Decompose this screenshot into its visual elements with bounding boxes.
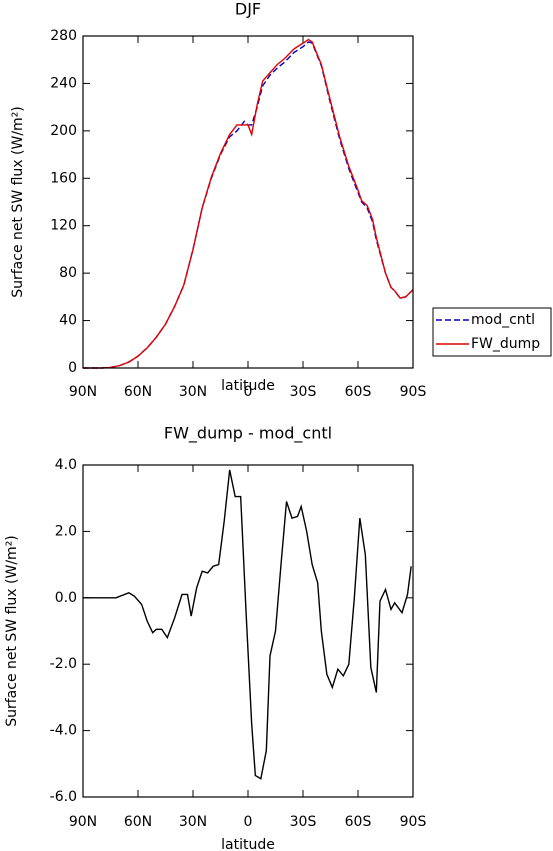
y-axis-label: Surface net SW flux (W/m²) xyxy=(4,535,20,727)
x-tick-label: 60S xyxy=(345,814,372,830)
y-tick-label: 240 xyxy=(50,75,77,91)
legend-label: mod_cntl xyxy=(471,312,535,328)
x-tick-label: 60N xyxy=(124,814,152,830)
y-tick-label: 4.0 xyxy=(55,457,77,473)
x-tick-label: 60N xyxy=(124,384,152,400)
y-axis-label: Surface net SW flux (W/m²) xyxy=(10,106,26,298)
plot-frame xyxy=(82,35,414,369)
x-tick-label: 60S xyxy=(345,384,372,400)
y-tick-label: 40 xyxy=(59,313,77,329)
x-tick-label: 30N xyxy=(179,384,207,400)
x-tick-label: 90S xyxy=(400,814,427,830)
data-line xyxy=(83,41,414,369)
legend-box xyxy=(432,307,552,357)
x-tick-label: 90N xyxy=(69,384,97,400)
x-tick-label: 30S xyxy=(290,814,317,830)
y-tick-label: 200 xyxy=(50,123,77,139)
y-tick-label: 280 xyxy=(50,28,77,44)
x-axis-label: latitude xyxy=(221,378,275,394)
data-line xyxy=(83,38,414,369)
data-line xyxy=(83,469,412,780)
x-tick-label: 30S xyxy=(290,384,317,400)
chart-title: DJF xyxy=(235,0,261,19)
x-tick-label: 90S xyxy=(400,384,427,400)
y-tick-label: -4.0 xyxy=(50,723,77,739)
x-tick-label: 0 xyxy=(244,814,253,830)
y-tick-label: 2.0 xyxy=(55,523,77,539)
y-tick-label: 0 xyxy=(68,360,77,376)
y-tick-label: 80 xyxy=(59,265,77,281)
x-axis-label: latitude xyxy=(221,837,275,851)
x-tick-label: 90N xyxy=(69,814,97,830)
y-tick-label: 160 xyxy=(50,170,77,186)
legend-label: FW_dump xyxy=(471,336,540,352)
chart-title: FW_dump - mod_cntl xyxy=(164,424,332,444)
plot-frame xyxy=(82,464,414,798)
y-tick-label: 0.0 xyxy=(55,590,77,606)
x-tick-label: 0 xyxy=(244,384,253,400)
x-tick-label: 30N xyxy=(179,814,207,830)
y-tick-label: 120 xyxy=(50,218,77,234)
y-tick-label: -2.0 xyxy=(50,656,77,672)
y-tick-label: -6.0 xyxy=(50,789,77,805)
